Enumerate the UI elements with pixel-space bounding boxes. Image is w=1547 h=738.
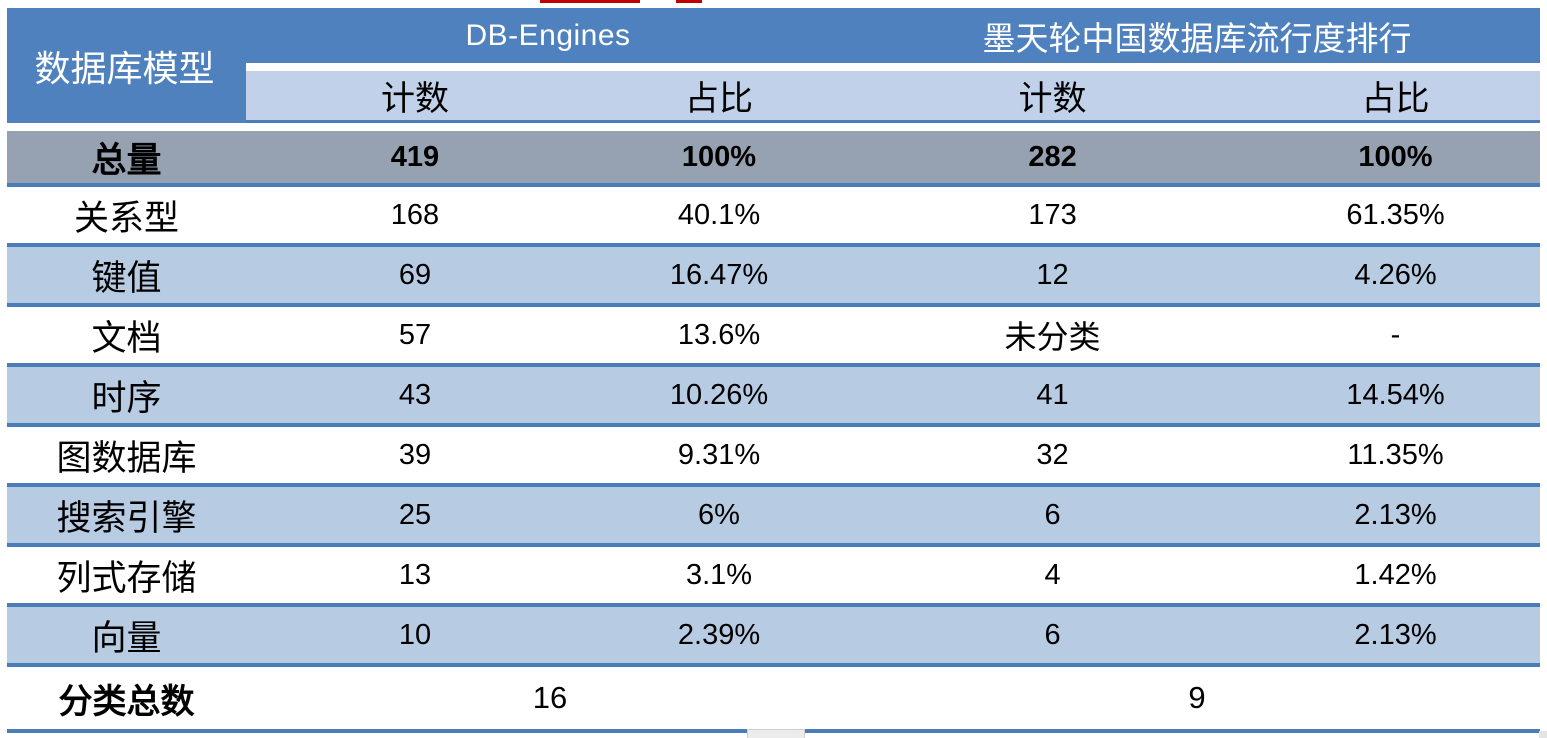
subheader-share-mtl: 占比 — [1251, 63, 1541, 123]
cell-value: 13.6% — [584, 307, 855, 367]
table-row-total: 总量 419 100% 282 100% — [7, 123, 1541, 187]
cell-value: 6 — [854, 487, 1252, 547]
table-row: 键值 69 16.47% 12 4.26% — [7, 247, 1541, 307]
cell-value: 11.35% — [1251, 427, 1541, 487]
group-header-db-engines: DB-Engines — [246, 8, 855, 63]
cell-value: 2.13% — [1251, 487, 1541, 547]
cell-value: 12 — [854, 247, 1252, 307]
table-row-category-count: 分类总数 16 9 — [7, 667, 1541, 733]
table-row: 时序 43 10.26% 41 14.54% — [7, 367, 1541, 427]
cell-value: 10.26% — [584, 367, 855, 427]
group-header-motianlun: 墨天轮中国数据库流行度排行 — [854, 8, 1541, 63]
cell-value: 39 — [246, 427, 584, 487]
cell-value: - — [1251, 307, 1541, 367]
cell-value: 32 — [854, 427, 1252, 487]
crop-artifact-red-line-1 — [540, 0, 640, 3]
row-label: 向量 — [7, 607, 246, 667]
cell-value: 168 — [246, 187, 584, 247]
row-label: 关系型 — [7, 187, 246, 247]
cell-value: 4 — [854, 547, 1252, 607]
cell-value: 3.1% — [584, 547, 855, 607]
subheader-count-mtl: 计数 — [854, 63, 1252, 123]
footer-total-db-engines: 16 — [246, 667, 855, 733]
cell-value: 14.54% — [1251, 367, 1541, 427]
cell-value: 173 — [854, 187, 1252, 247]
cell-value: 6% — [584, 487, 855, 547]
scrollbar-fragment — [1539, 731, 1547, 738]
cell-value: 41 — [854, 367, 1252, 427]
table-row: 图数据库 39 9.31% 32 11.35% — [7, 427, 1541, 487]
cell-value: 100% — [584, 123, 855, 187]
scrollbar-fragment — [747, 729, 805, 738]
cell-value: 16.47% — [584, 247, 855, 307]
row-label: 总量 — [7, 123, 246, 187]
cell-value: 未分类 — [854, 307, 1252, 367]
database-models-comparison-table: 数据库模型 DB-Engines 墨天轮中国数据库流行度排行 计数 占比 计数 … — [7, 8, 1541, 733]
subheader-count-db: 计数 — [246, 63, 584, 123]
cell-value: 1.42% — [1251, 547, 1541, 607]
crop-artifact-red-line-2 — [676, 0, 702, 3]
table-row: 列式存储 13 3.1% 4 1.42% — [7, 547, 1541, 607]
cell-value: 282 — [854, 123, 1252, 187]
group-header-row: 数据库模型 DB-Engines 墨天轮中国数据库流行度排行 — [7, 8, 1541, 123]
cell-value: 6 — [854, 607, 1252, 667]
cell-value: 40.1% — [584, 187, 855, 247]
cell-value: 2.13% — [1251, 607, 1541, 667]
cell-value: 9.31% — [584, 427, 855, 487]
table-row: 向量 10 2.39% 6 2.13% — [7, 607, 1541, 667]
row-label: 分类总数 — [7, 667, 246, 733]
corner-header-cell: 数据库模型 — [7, 8, 246, 123]
table-row: 文档 57 13.6% 未分类 - — [7, 307, 1541, 367]
cell-value: 43 — [246, 367, 584, 427]
cell-value: 10 — [246, 607, 584, 667]
cell-value: 69 — [246, 247, 584, 307]
sub-header-row: 计数 占比 计数 占比 — [7, 63, 1541, 123]
row-label: 文档 — [7, 307, 246, 367]
row-label: 图数据库 — [7, 427, 246, 487]
footer-total-motianlun: 9 — [854, 667, 1541, 733]
row-label: 时序 — [7, 367, 246, 427]
row-label: 列式存储 — [7, 547, 246, 607]
cell-value: 2.39% — [584, 607, 855, 667]
cell-value: 100% — [1251, 123, 1541, 187]
cell-value: 25 — [246, 487, 584, 547]
cell-value: 13 — [246, 547, 584, 607]
table-row: 关系型 168 40.1% 173 61.35% — [7, 187, 1541, 247]
cell-value: 4.26% — [1251, 247, 1541, 307]
row-label: 搜索引擎 — [7, 487, 246, 547]
table-row: 搜索引擎 25 6% 6 2.13% — [7, 487, 1541, 547]
cell-value: 57 — [246, 307, 584, 367]
cell-value: 61.35% — [1251, 187, 1541, 247]
subheader-share-db: 占比 — [584, 63, 855, 123]
row-label: 键值 — [7, 247, 246, 307]
cell-value: 419 — [246, 123, 584, 187]
